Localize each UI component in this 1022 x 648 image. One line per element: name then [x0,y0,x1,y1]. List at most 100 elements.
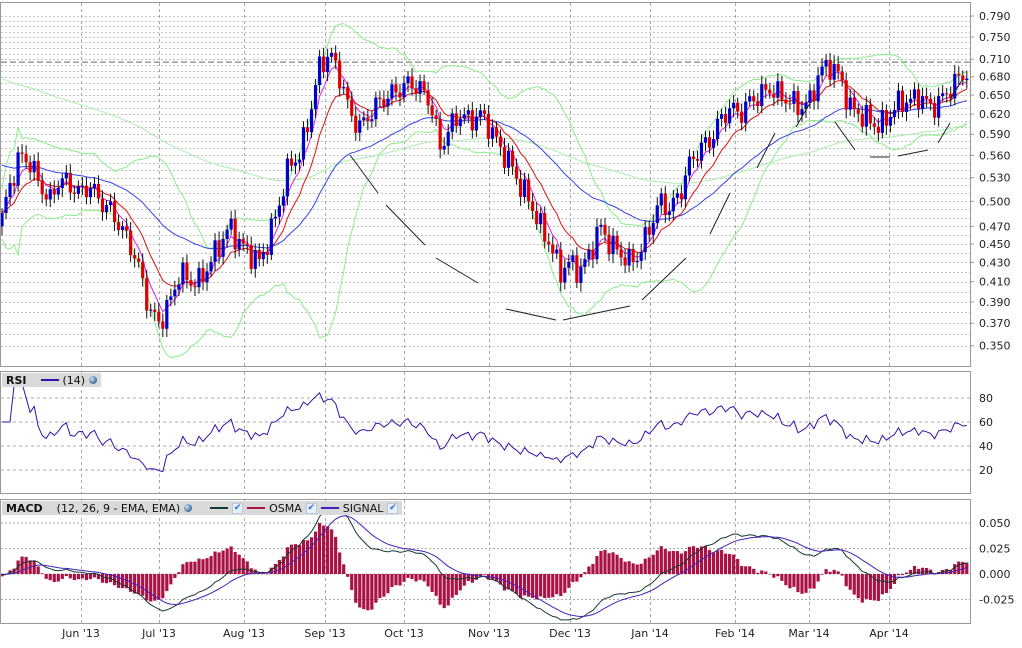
osma-bar [330,529,334,574]
osma-bar [667,551,671,574]
candle [812,84,816,110]
candle-body [133,255,137,259]
candle [543,206,547,249]
candle-body [691,156,696,159]
candle-body [965,78,969,81]
candle-body [711,139,716,148]
candle-body [884,110,888,126]
candle-body [764,84,768,90]
candle-body [205,271,209,283]
osma-bar [595,556,599,574]
price-tick-label: 0.710 [979,53,1011,66]
candle [876,118,880,142]
rsi-tick-label: 40 [979,440,993,453]
osma-bar [277,559,281,574]
candle-body [317,56,322,86]
candle-body [189,280,193,286]
osma-bar [60,574,64,579]
osma-bar [193,561,197,574]
candle-body [591,249,595,260]
candle [478,104,482,126]
osma-bar [44,574,48,579]
candle-body [498,136,503,147]
candle-body [655,205,659,223]
candle-body [478,110,482,117]
settings-globe-icon[interactable] [89,376,98,384]
candle [217,231,221,264]
osma-bar [800,574,804,594]
candle-body [896,90,901,111]
osma-bar [177,572,181,574]
candle [929,92,933,111]
osma-bar [965,562,969,574]
price-tick-label: 0.450 [979,238,1011,251]
osma-bar [912,565,917,574]
candle-body [217,240,221,257]
candle [494,121,499,143]
candle-body [868,105,872,124]
osma-bar [334,536,338,574]
candle [856,103,860,123]
candle [112,192,117,232]
macd-toggle-checkbox[interactable]: ✔ [232,502,244,514]
candle [410,68,414,96]
candle [631,243,635,272]
candle [370,110,374,128]
candle-body [185,262,189,281]
osma-bar [438,574,442,605]
osma-bar [788,574,792,589]
candle-body [615,235,619,250]
settings-globe-icon[interactable] [184,504,193,512]
candle-body [241,238,245,244]
osma-bar [121,574,125,589]
candle-body [382,99,386,107]
osma-bar [430,574,434,592]
candle-body [269,218,273,255]
osma-bar [752,568,756,574]
price-tick-label: 0.530 [979,172,1011,185]
candle-body [446,131,450,146]
candle [627,241,631,273]
osma-bar [213,551,217,574]
candle-body [876,126,880,133]
osma-bar [402,574,406,582]
price-tick-label: 0.430 [979,256,1011,269]
candle-body [812,90,816,102]
candle [305,118,310,142]
candle-body [623,257,627,266]
osma-bar [510,574,515,592]
candle [695,150,700,168]
candle-body [816,75,820,102]
candle [454,105,458,133]
candle-body [237,238,241,250]
candles[interactable] [0,45,969,338]
signal-toggle-checkbox[interactable]: ✔ [387,502,399,514]
x-tick-label: Sep '13 [304,627,345,640]
osma-bar [52,574,56,583]
candle [470,101,474,139]
rsi-panel-frame [0,371,971,494]
osma-bar [711,552,716,574]
candle-body [366,117,370,122]
osma-bar [189,561,193,574]
osma-bar [776,574,780,577]
candle [237,231,241,257]
osma-bar [840,574,844,576]
osma-bar [647,557,651,574]
candle-body [245,243,249,246]
osma-bar [925,567,929,574]
candle-body [157,311,161,322]
osma-bar [478,574,482,577]
candle-body [651,222,655,235]
candle [229,210,233,235]
x-tick-label: Aug '13 [223,627,265,640]
osma-bar [221,550,225,574]
candle [16,146,20,192]
osma-bar [289,544,294,574]
osma-bar [703,546,708,574]
candle [462,107,466,125]
osma-toggle-checkbox[interactable]: ✔ [305,502,317,514]
osma-bar [225,548,229,574]
candle-body [945,93,949,95]
candle [137,252,141,268]
